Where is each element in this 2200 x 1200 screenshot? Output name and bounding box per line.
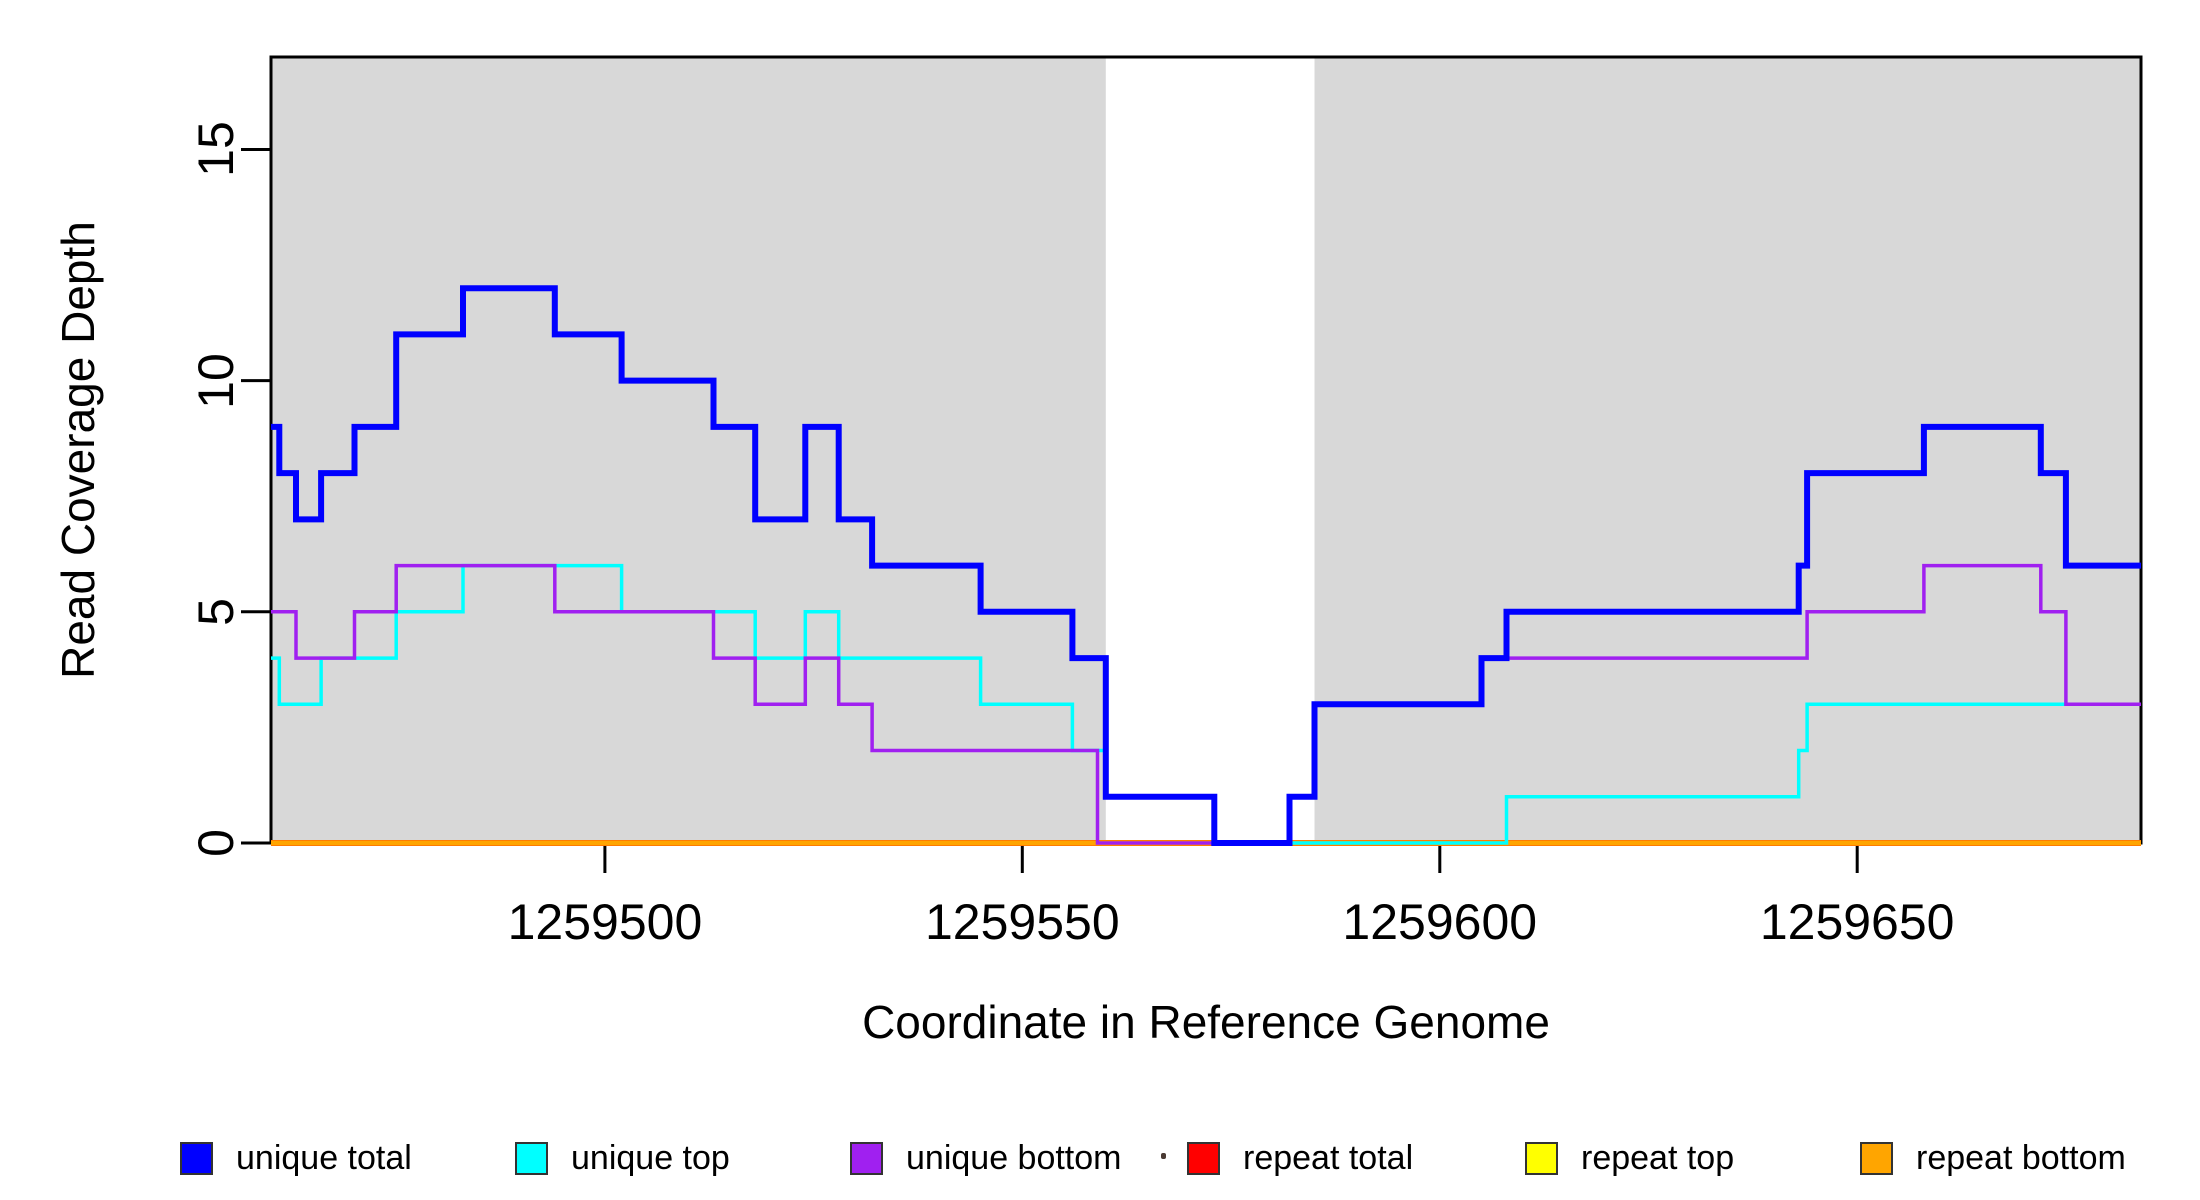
series-unique-top — [271, 563, 2141, 845]
y-axis-title: Read Coverage Depth — [52, 221, 104, 679]
x-axis-title: Coordinate in Reference Genome — [862, 996, 1550, 1048]
x-tick-label-1259650: 1259650 — [1759, 894, 1955, 950]
y-tick-label-0: 0 — [188, 829, 244, 857]
series-unique-bottom — [271, 563, 2141, 845]
stray-dot-artifact — [1161, 1153, 1166, 1159]
unique-bottom-swatch-icon — [850, 1141, 883, 1175]
legend-label: repeat top — [1581, 1138, 1735, 1177]
legend-item-unique-total: unique total — [180, 1138, 412, 1178]
y-tick-label-15: 15 — [188, 121, 244, 178]
x-tick-label-1259600: 1259600 — [1342, 894, 1538, 950]
y-tick-label-5: 5 — [188, 597, 244, 626]
legend-label: repeat total — [1243, 1138, 1414, 1177]
repeat-total-swatch-icon — [1187, 1141, 1220, 1175]
series-unique-total — [271, 285, 2141, 846]
x-tick-label-1259500: 1259500 — [507, 894, 703, 950]
legend-item-unique-bottom: unique bottom — [850, 1138, 1122, 1178]
legend-label: unique top — [571, 1138, 730, 1177]
unique-top-swatch-icon — [515, 1141, 548, 1175]
legend-item-repeat-total: repeat total — [1187, 1138, 1413, 1178]
legend-label: unique total — [236, 1138, 412, 1177]
y-tick-label-10: 10 — [188, 352, 244, 409]
legend-label: repeat bottom — [1916, 1138, 2126, 1177]
legend-item-repeat-bottom: repeat bottom — [1860, 1138, 2126, 1178]
legend-item-unique-top: unique top — [515, 1138, 730, 1178]
legend-label: unique bottom — [906, 1138, 1122, 1177]
shaded-region — [1314, 57, 2141, 843]
x-tick-label-1259550: 1259550 — [925, 894, 1120, 950]
repeat-bottom-swatch-icon — [1860, 1141, 1893, 1175]
repeat-top-swatch-icon — [1525, 1141, 1558, 1175]
unique-total-swatch-icon — [180, 1141, 213, 1175]
shaded-region — [271, 57, 1106, 843]
legend-item-repeat-top: repeat top — [1525, 1138, 1734, 1178]
